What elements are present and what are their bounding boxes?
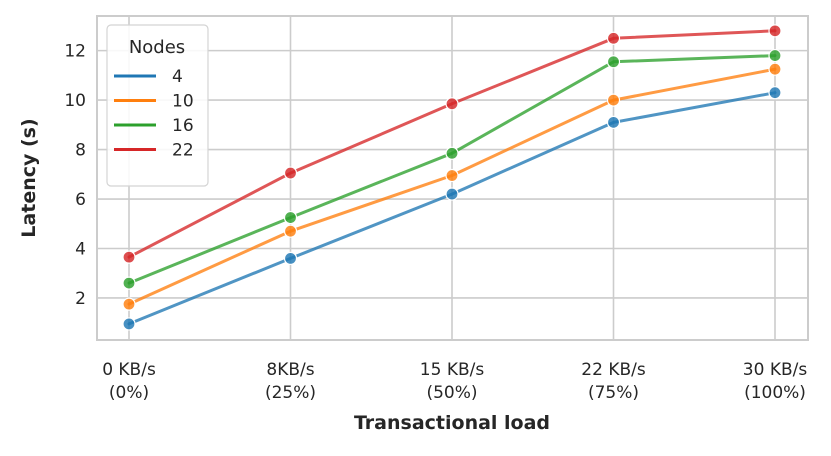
legend-label: 4 (172, 67, 183, 87)
y-tick-label: 6 (75, 190, 86, 210)
data-point (283, 166, 298, 180)
x-tick-label: (100%) (744, 383, 806, 403)
data-point (768, 86, 782, 100)
x-tick-label: (0%) (109, 383, 149, 403)
legend-title: Nodes (129, 37, 185, 58)
data-point (122, 250, 136, 264)
plot-frame (96, 15, 809, 341)
data-point (768, 62, 782, 76)
series-22 (122, 24, 782, 264)
x-axis-title: Transactional load (354, 412, 550, 434)
data-point (283, 224, 298, 238)
data-point (768, 48, 782, 63)
y-tick-label: 4 (75, 239, 86, 259)
data-point (122, 297, 136, 311)
data-point (283, 210, 298, 225)
legend-label: 22 (172, 141, 194, 161)
x-tick-label: 30 KB/s (743, 360, 808, 380)
data-point (606, 115, 621, 129)
x-tick-label: 15 KB/s (420, 360, 485, 380)
legend-box (106, 24, 209, 187)
y-tick-label: 2 (75, 289, 86, 309)
data-point (606, 31, 621, 45)
x-tick-label: 0 KB/s (102, 360, 156, 380)
data-point (606, 55, 621, 69)
data-point (283, 251, 298, 265)
series-layer (122, 24, 782, 331)
y-tick-label: 8 (75, 141, 86, 161)
data-point (445, 168, 459, 183)
y-tick-labels: 2 4 6 8 10 12 (64, 42, 86, 309)
data-point (445, 146, 459, 160)
x-tick-label: 8KB/s (266, 360, 314, 380)
legend-label: 16 (172, 116, 194, 136)
x-tick-label: 22 KB/s (581, 360, 646, 380)
x-tick-label: (75%) (588, 383, 639, 403)
series-16 (122, 48, 782, 290)
data-point (445, 97, 459, 111)
x-tick-label: (50%) (426, 383, 477, 403)
series-10 (122, 62, 782, 311)
y-tick-label: 12 (64, 42, 86, 62)
y-tick-label: 10 (64, 91, 86, 111)
data-point (122, 317, 136, 331)
y-axis-title: Latency (s) (18, 118, 40, 237)
legend: Nodes 4 10 16 22 (106, 24, 209, 187)
legend-label: 10 (172, 92, 194, 112)
data-point (122, 276, 136, 290)
series-4 (122, 86, 782, 331)
x-tick-label: (25%) (265, 383, 316, 403)
data-point (606, 93, 621, 107)
x-tick-labels: 0 KB/s (0%) 8KB/s (25%) 15 KB/s (50%) 22 KB/s (… (102, 360, 807, 403)
data-point (445, 187, 459, 201)
legend-entries: 4 10 16 22 (114, 67, 194, 161)
data-point (768, 24, 782, 38)
